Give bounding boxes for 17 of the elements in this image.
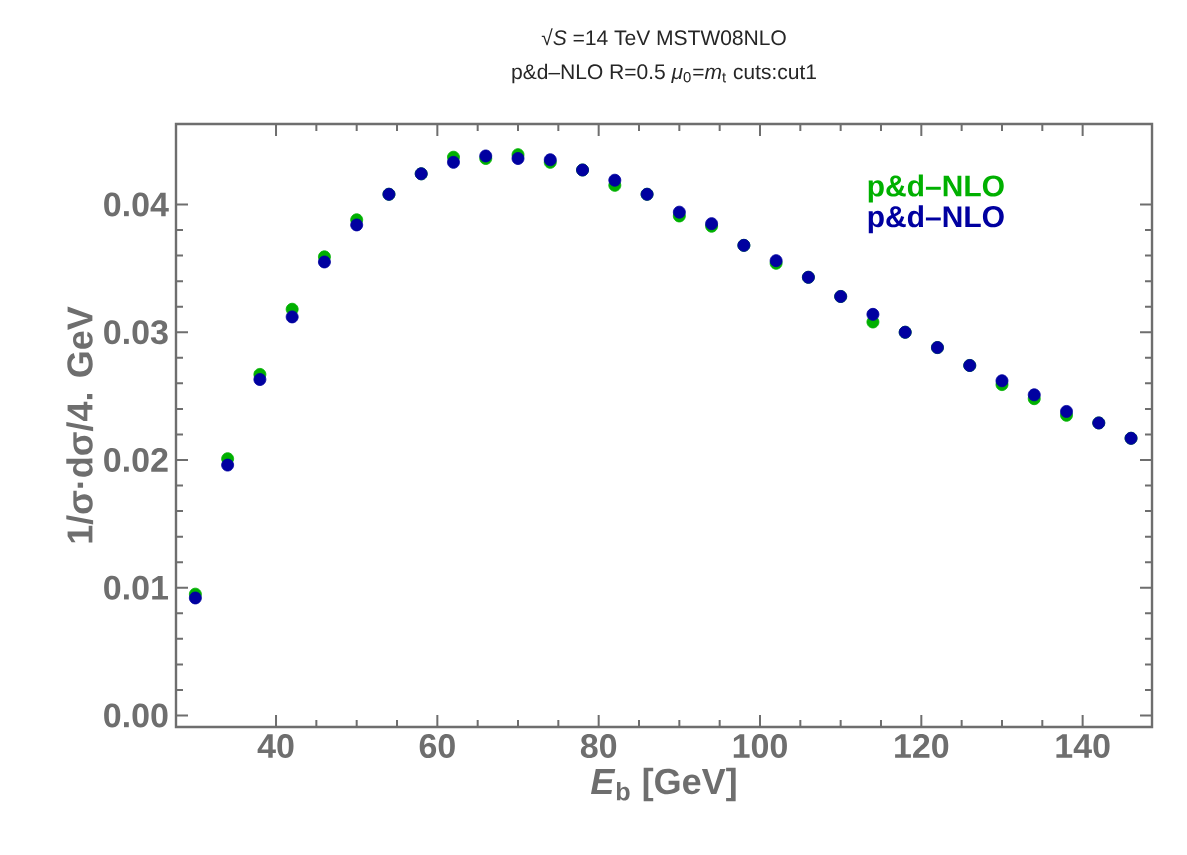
y-tick-label: 0.04 <box>104 192 169 217</box>
x-tick-label: 140 <box>1056 734 1110 759</box>
text: p&d–NLO <box>868 174 1004 203</box>
x-tick-label: 100 <box>733 734 787 759</box>
x-tick-label: 120 <box>895 734 949 759</box>
x-tick-label: 40 <box>257 734 294 759</box>
text: p&d–NLO <box>868 205 1004 234</box>
y-tick-label: 0.02 <box>104 447 168 473</box>
chart-subtitle: p&d–NLO R=0.5 μ$_{0}$=m$_{t}$ cuts:cut1 <box>512 63 816 84</box>
chart-title: √S =14 TeV MSTW08NLO <box>541 28 786 46</box>
x-tick-label: 60 <box>419 734 455 759</box>
y-tick-label: 0.03 <box>104 320 168 345</box>
x-tick-label: 80 <box>580 734 617 759</box>
y-axis-title: 1/σ·dσ/4. GeV <box>66 306 94 543</box>
x-axis-title: E$_{b}$ [GeV] <box>590 767 736 802</box>
y-tick-label: 0.00 <box>104 703 168 728</box>
y-tick-label: 0.01 <box>104 575 169 600</box>
